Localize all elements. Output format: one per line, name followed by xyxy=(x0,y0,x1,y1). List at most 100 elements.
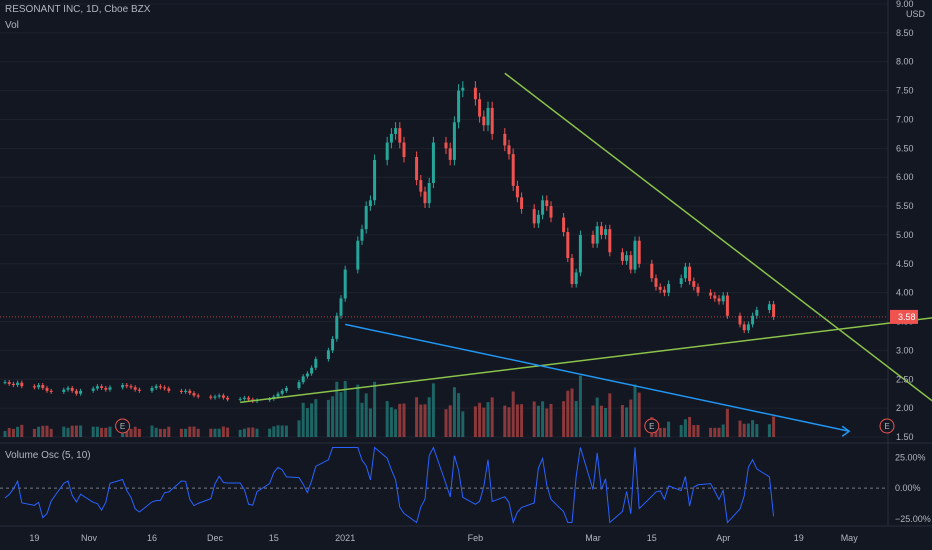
volume-bar xyxy=(461,411,465,437)
volume-bar xyxy=(251,427,255,437)
earnings-marker[interactable] xyxy=(115,418,131,434)
arrow-line[interactable] xyxy=(345,323,850,432)
time-tick-label: Feb xyxy=(468,533,484,543)
trendline[interactable] xyxy=(240,310,932,404)
candle-body xyxy=(16,382,20,386)
volume-bar xyxy=(683,419,687,437)
volume-bar xyxy=(272,426,276,437)
candle-body xyxy=(604,229,608,235)
candle-body xyxy=(725,295,729,316)
time-tick-label: 16 xyxy=(147,533,157,543)
candle-body xyxy=(301,376,305,383)
volume-bar xyxy=(20,424,24,437)
volume-bar xyxy=(301,402,305,437)
candle-body xyxy=(629,255,633,270)
volume-bar xyxy=(125,428,129,437)
volume-bar xyxy=(49,428,53,437)
candle-body xyxy=(427,182,431,204)
candle-body xyxy=(7,382,11,384)
volume-oscillator xyxy=(0,446,888,525)
candle-body xyxy=(91,388,95,391)
time-tick-label: 15 xyxy=(269,533,279,543)
volume-bar xyxy=(184,428,188,437)
candle-body xyxy=(452,122,456,160)
candle-body xyxy=(276,393,280,397)
candle-body xyxy=(129,386,133,388)
volume-bar xyxy=(364,393,368,437)
candle-body xyxy=(95,386,99,389)
candle-body xyxy=(310,367,314,374)
volume-bar xyxy=(709,427,713,437)
volume-bar xyxy=(95,426,99,437)
candle-body xyxy=(658,286,662,290)
candle-body xyxy=(108,387,112,390)
candle-body xyxy=(104,387,108,390)
volume-bar xyxy=(507,407,511,437)
candle-body xyxy=(297,382,301,388)
volume-bar xyxy=(213,428,217,437)
volume-bar xyxy=(490,397,494,437)
candle-body xyxy=(49,390,53,392)
trendline[interactable] xyxy=(504,72,932,437)
last-price-badge xyxy=(890,309,918,324)
volume-bar xyxy=(419,404,423,437)
candle-body xyxy=(121,385,125,388)
price-axis[interactable]: 9.00 8.50 8.00 7.50 7.00 6.50 6.00 5.50 5.00 4.50… xyxy=(890,0,931,524)
candle-body xyxy=(32,386,36,388)
volume-bar xyxy=(268,428,272,437)
candle-body xyxy=(163,387,167,389)
price-tick-label: 2.50 xyxy=(896,374,914,384)
time-tick-label: 15 xyxy=(647,533,657,543)
candle-body xyxy=(419,180,423,192)
candle-body xyxy=(373,159,377,201)
trendlines[interactable] xyxy=(240,72,932,437)
candle-body xyxy=(692,281,696,287)
candle-body xyxy=(394,128,398,134)
price-tick-label: 8.00 xyxy=(896,57,914,67)
candle-body xyxy=(242,397,246,399)
volume-bar xyxy=(163,428,167,437)
candle-body xyxy=(133,387,137,390)
price-tick-label: 7.50 xyxy=(896,86,914,96)
time-axis[interactable]: 19 Nov 16 Dec 15 2021 Feb Mar 15 Apr 19 May xyxy=(29,533,858,543)
volume-bar xyxy=(255,428,259,437)
earnings-marker[interactable] xyxy=(644,418,660,434)
volume-bar xyxy=(310,403,314,437)
volume-bar xyxy=(742,423,746,437)
candle-body xyxy=(209,396,213,398)
volume-bar xyxy=(16,426,20,437)
candle-body xyxy=(515,185,519,198)
volume-bar xyxy=(154,427,158,437)
time-tick-label: Mar xyxy=(585,533,601,543)
price-tick-label: 3.00 xyxy=(896,345,914,355)
volume-bar xyxy=(385,401,389,437)
volume-bar xyxy=(398,403,402,437)
candle-body xyxy=(431,142,435,183)
volume-bar xyxy=(608,393,612,437)
candle-body xyxy=(654,278,658,287)
candle-body xyxy=(70,387,74,391)
volume-bar xyxy=(599,405,603,437)
volume-bar xyxy=(335,381,339,437)
volume-bar xyxy=(692,425,696,437)
candle-body xyxy=(683,266,687,279)
volume-bar xyxy=(32,428,36,437)
earnings-marker[interactable] xyxy=(879,418,895,434)
candle-body xyxy=(339,298,343,316)
volume-bar xyxy=(679,424,683,437)
volume-bar xyxy=(79,425,83,437)
price-tick-label: 7.00 xyxy=(896,114,914,124)
candle-body xyxy=(314,359,318,368)
time-tick-label: Dec xyxy=(207,533,224,543)
candle-body xyxy=(360,229,364,241)
candle-body xyxy=(599,226,603,235)
oscillator-label: Volume Osc (5, 10) xyxy=(5,450,91,461)
volume-bar xyxy=(133,426,137,437)
candle-body xyxy=(608,229,612,253)
candle-body xyxy=(482,116,486,126)
candle-body xyxy=(389,133,393,143)
volume-bar xyxy=(725,408,729,437)
candle-body xyxy=(192,393,196,396)
